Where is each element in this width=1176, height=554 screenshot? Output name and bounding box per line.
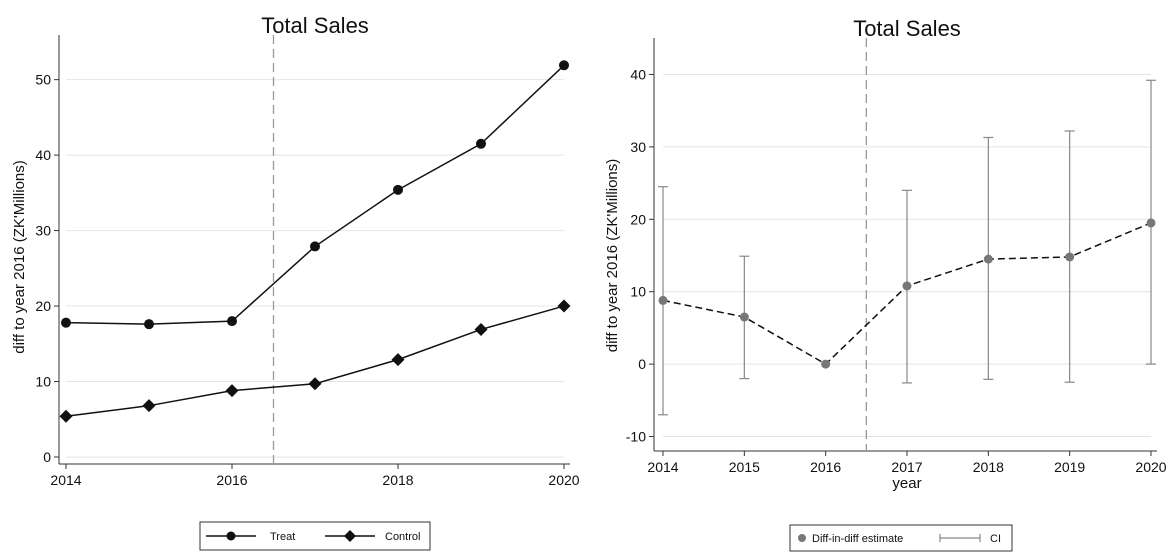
data-point-treat — [393, 184, 403, 195]
x-tick-label: 2020 — [548, 472, 579, 488]
right-chart: Total Sales -10 0 10 20 30 40 2014 2015 2016 2017 2… — [590, 0, 1176, 554]
y-tick-label: -10 — [626, 429, 646, 445]
series-line-control — [65, 305, 565, 417]
series-line-treat — [65, 64, 565, 325]
data-point-control — [142, 399, 156, 413]
estimate-point — [902, 281, 912, 291]
legend-treat-marker — [226, 531, 236, 541]
legend-estimate-marker — [798, 534, 806, 542]
estimate-point — [983, 254, 993, 264]
x-tick-label: 2015 — [729, 459, 760, 475]
x-axis-title: year — [892, 475, 921, 492]
y-tick-label: 20 — [630, 211, 646, 227]
data-point-treat — [227, 316, 237, 327]
x-tick-label: 2017 — [891, 459, 922, 475]
y-tick-label: 10 — [630, 284, 646, 300]
legend: Treat Control — [199, 521, 431, 551]
data-point-treat — [476, 138, 486, 149]
y-tick-label: 10 — [35, 374, 51, 390]
estimate-point — [1146, 218, 1156, 228]
legend: Diff-in-diff estimate CI — [789, 524, 1013, 552]
data-point-treat — [310, 241, 320, 252]
estimate-point — [739, 312, 749, 322]
data-point-treat — [144, 319, 154, 330]
y-tick-label: 40 — [35, 147, 51, 163]
y-tick-label: 0 — [638, 356, 646, 372]
y-axis-title: diff to year 2016 (ZK'Millions) — [604, 159, 621, 353]
x-tick-label: 2016 — [810, 459, 841, 475]
legend-control-label: Control — [385, 531, 420, 543]
x-tick-label: 2020 — [1135, 459, 1166, 475]
x-tick-label: 2016 — [216, 472, 247, 488]
y-tick-label: 0 — [43, 449, 51, 465]
estimate-point — [658, 295, 668, 305]
legend-estimate-label: Diff-in-diff estimate — [812, 533, 903, 545]
data-point-control — [308, 377, 322, 391]
data-point-treat — [559, 60, 569, 71]
y-tick-label: 50 — [35, 72, 51, 88]
y-tick-label: 30 — [630, 139, 646, 155]
y-axis-title: diff to year 2016 (ZK'Millions) — [11, 160, 28, 354]
data-point-treat — [61, 317, 71, 328]
x-tick-label: 2018 — [973, 459, 1004, 475]
y-tick-label: 20 — [35, 298, 51, 314]
y-tick-label: 40 — [630, 66, 646, 82]
legend-control-marker — [344, 530, 356, 542]
y-tick-label: 30 — [35, 223, 51, 239]
chart-title: Total Sales — [853, 16, 961, 41]
left-chart-svg: Total Sales 0 10 20 30 40 50 2014 2016 2018 2020 di… — [11, 13, 580, 551]
data-point-control — [474, 322, 488, 336]
left-chart: Total Sales 0 10 20 30 40 50 2014 2016 2018 2020 di… — [11, 13, 580, 551]
legend-treat-label: Treat — [270, 531, 295, 543]
right-chart-svg: Total Sales -10 0 10 20 30 40 2014 2015 2016 2017 2… — [604, 16, 1167, 552]
data-point-control — [59, 409, 73, 423]
estimate-point — [821, 359, 831, 369]
x-tick-label: 2014 — [647, 459, 678, 475]
x-tick-label: 2018 — [382, 472, 413, 488]
data-point-control — [225, 384, 239, 398]
chart-title: Total Sales — [261, 13, 369, 38]
x-tick-label: 2014 — [50, 472, 81, 488]
estimate-point — [1065, 252, 1075, 262]
data-point-control — [391, 353, 405, 367]
data-point-control — [557, 299, 571, 313]
legend-ci-label: CI — [990, 533, 1001, 545]
x-tick-label: 2019 — [1054, 459, 1085, 475]
